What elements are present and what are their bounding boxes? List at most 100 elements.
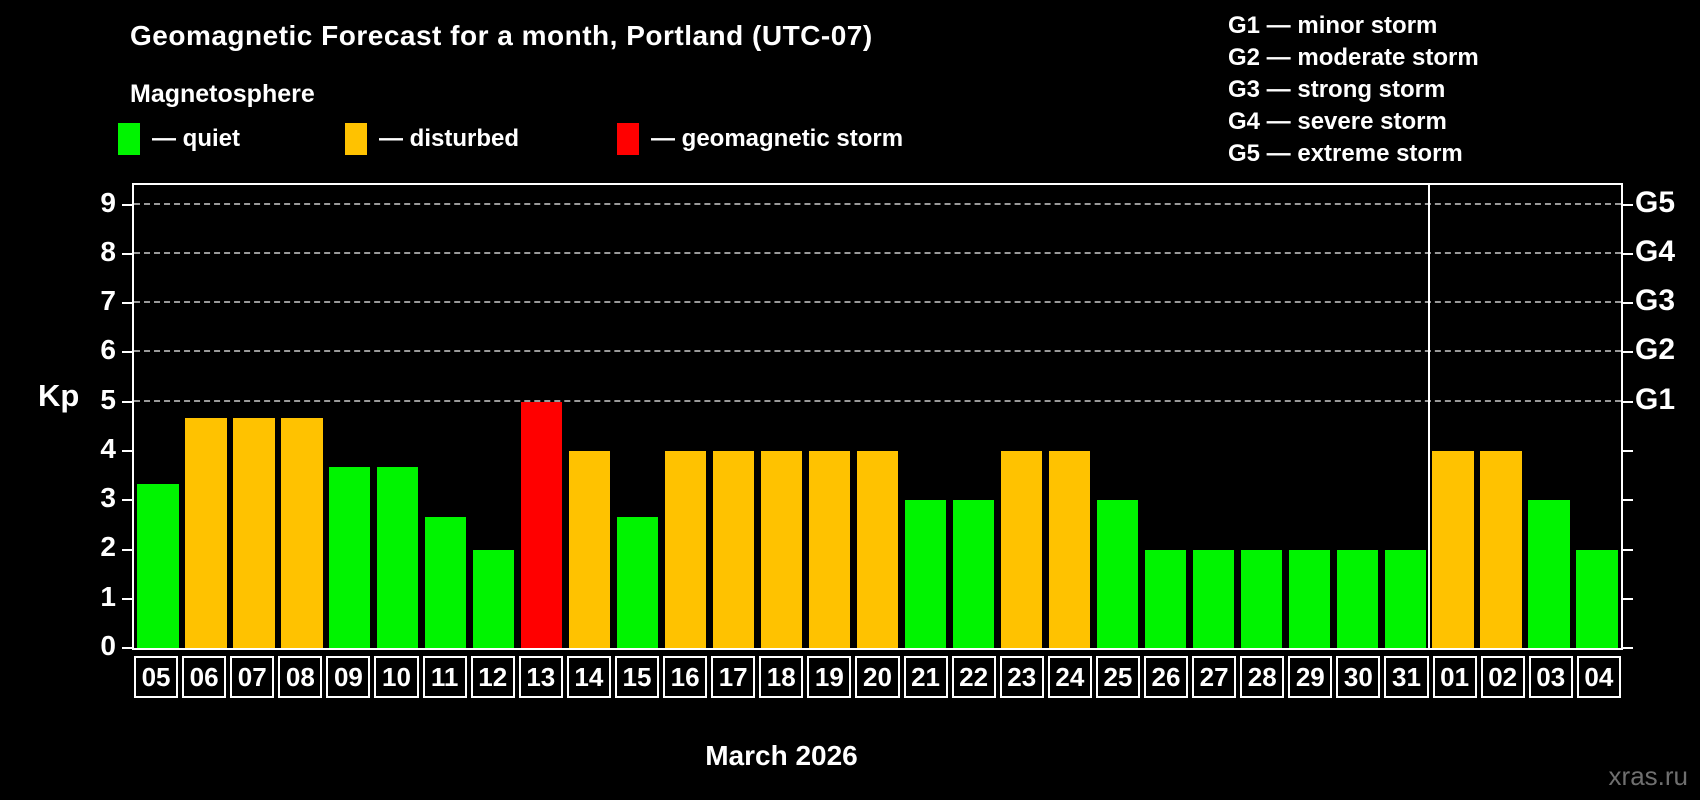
gridline-kp-7 xyxy=(134,301,1621,304)
g-axis-label-G5: G5 xyxy=(1635,185,1676,219)
day-label-27: 27 xyxy=(1192,656,1237,698)
right-tick-kp-7 xyxy=(1623,302,1633,305)
legend-label: — geomagnetic storm xyxy=(651,125,904,152)
legend-label: — disturbed xyxy=(379,125,520,152)
bar-day-29 xyxy=(1288,549,1330,648)
day-label-29: 29 xyxy=(1288,656,1333,698)
bar-day-14 xyxy=(569,450,611,648)
legend-item-disturbed: — disturbed xyxy=(345,122,519,156)
g-legend-line: G2 — moderate storm xyxy=(1228,44,1479,71)
bar-day-04 xyxy=(1576,549,1618,648)
left-tick-kp-0 xyxy=(122,647,132,649)
storm-swatch-icon xyxy=(617,123,639,155)
gridline-kp-5 xyxy=(134,399,1621,402)
bar-day-26 xyxy=(1144,549,1186,648)
day-label-24: 24 xyxy=(1047,656,1092,698)
right-tick-kp-5 xyxy=(1623,400,1633,403)
right-tick-kp-0 xyxy=(1623,647,1633,649)
day-label-19: 19 xyxy=(807,656,852,698)
legend-label: — quiet xyxy=(152,125,240,152)
ytick-label-4: 4 xyxy=(100,432,116,464)
ytick-label-6: 6 xyxy=(100,334,116,366)
ytick-label-5: 5 xyxy=(100,383,116,415)
day-label-01: 01 xyxy=(1432,656,1477,698)
bar-day-23 xyxy=(1000,450,1043,648)
ytick-label-3: 3 xyxy=(100,482,116,514)
day-label-17: 17 xyxy=(711,656,756,698)
ytick-label-7: 7 xyxy=(100,285,116,317)
ytick-label-9: 9 xyxy=(100,186,116,218)
g-legend-line: G1 — minor storm xyxy=(1228,12,1438,39)
y-axis-title: Kp xyxy=(38,378,80,413)
g-axis-label-G4: G4 xyxy=(1635,234,1676,268)
g-axis-label-G2: G2 xyxy=(1635,333,1676,367)
bar-day-24 xyxy=(1048,450,1090,648)
day-label-10: 10 xyxy=(374,656,419,698)
day-label-02: 02 xyxy=(1480,656,1525,698)
bar-day-09 xyxy=(329,467,371,648)
left-tick-kp-6 xyxy=(122,351,132,354)
left-tick-kp-9 xyxy=(122,203,132,206)
day-label-30: 30 xyxy=(1336,656,1381,698)
bar-day-06 xyxy=(185,417,227,648)
bar-day-11 xyxy=(425,516,467,648)
bar-day-31 xyxy=(1384,549,1426,648)
legend-item-storm: — geomagnetic storm xyxy=(617,122,903,156)
left-tick-kp-4 xyxy=(122,449,132,452)
plot-area xyxy=(122,183,1633,650)
left-tick-kp-2 xyxy=(122,548,132,551)
bar-day-07 xyxy=(233,417,275,648)
day-label-13: 13 xyxy=(518,656,563,698)
gridline-kp-6 xyxy=(134,350,1621,353)
quiet-swatch-icon xyxy=(118,123,140,155)
bar-day-18 xyxy=(760,450,803,648)
g-scale-legend: G1 — minor storm G2 — moderate storm G3 — … xyxy=(1228,10,1479,170)
bar-day-30 xyxy=(1336,549,1378,648)
day-label-16: 16 xyxy=(663,656,708,698)
left-tick-kp-8 xyxy=(122,252,132,255)
bar-day-10 xyxy=(377,467,419,648)
right-tick-kp-3 xyxy=(1623,499,1633,502)
month-separator-line xyxy=(1428,185,1431,648)
day-label-22: 22 xyxy=(951,656,996,698)
bar-day-20 xyxy=(856,450,899,648)
bar-day-28 xyxy=(1240,549,1282,648)
chart-title: Geomagnetic Forecast for a month, Portla… xyxy=(130,20,873,51)
bar-day-16 xyxy=(665,450,707,648)
bar-day-15 xyxy=(617,516,659,648)
left-tick-kp-7 xyxy=(122,302,132,305)
gridline-kp-9 xyxy=(134,202,1621,205)
bar-day-19 xyxy=(808,450,851,648)
day-label-26: 26 xyxy=(1143,656,1189,698)
day-label-05: 05 xyxy=(134,656,179,698)
g-axis-label-G3: G3 xyxy=(1635,284,1676,318)
bar-day-02 xyxy=(1480,450,1522,648)
g-legend-line: G4 — severe storm xyxy=(1228,108,1447,135)
day-label-14: 14 xyxy=(566,656,611,698)
day-label-21: 21 xyxy=(903,656,948,698)
day-label-20: 20 xyxy=(855,656,900,698)
day-label-07: 07 xyxy=(230,656,275,698)
bar-day-13 xyxy=(521,401,563,648)
day-label-15: 15 xyxy=(614,656,660,698)
left-tick-kp-1 xyxy=(122,597,132,600)
bar-day-17 xyxy=(712,450,755,648)
ytick-label-8: 8 xyxy=(100,235,116,267)
bar-day-27 xyxy=(1192,549,1234,648)
bar-day-05 xyxy=(137,483,179,648)
day-label-06: 06 xyxy=(182,656,227,698)
bar-day-12 xyxy=(473,549,515,648)
day-label-11: 11 xyxy=(422,656,467,698)
bar-day-03 xyxy=(1528,500,1570,648)
right-tick-kp-6 xyxy=(1623,351,1633,354)
bar-day-01 xyxy=(1432,450,1474,648)
gridline-kp-8 xyxy=(134,251,1621,254)
right-tick-kp-8 xyxy=(1623,252,1633,255)
bar-day-08 xyxy=(281,417,323,648)
right-tick-kp-4 xyxy=(1623,449,1633,452)
chart-subtitle: Magnetosphere xyxy=(130,80,315,108)
bar-day-22 xyxy=(952,500,995,648)
right-tick-kp-1 xyxy=(1623,597,1633,600)
day-label-09: 09 xyxy=(326,656,371,698)
